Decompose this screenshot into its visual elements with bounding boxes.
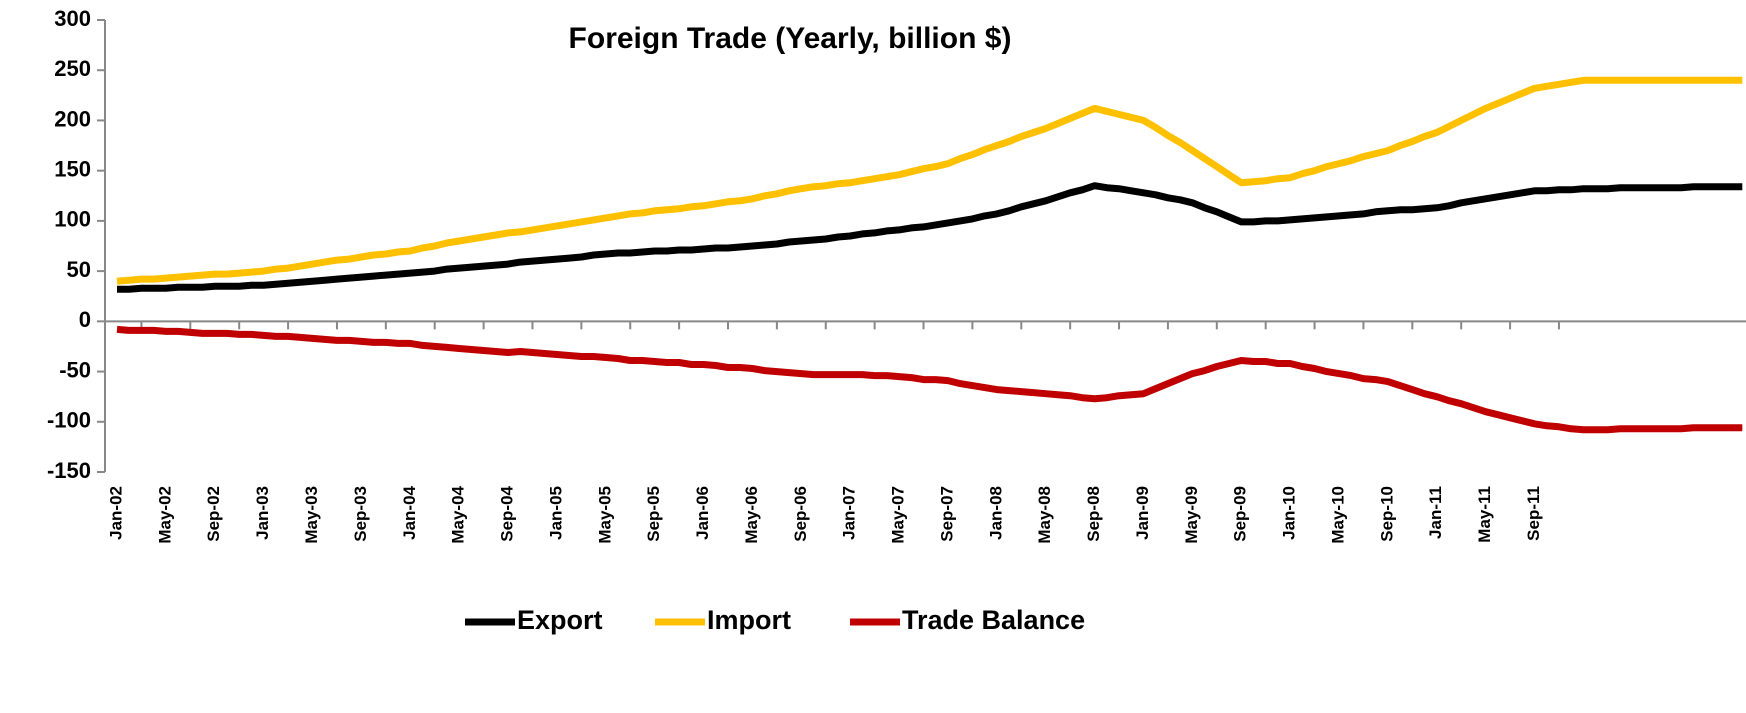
x-tick-label: May-10 xyxy=(1328,486,1347,544)
x-tick-label: May-09 xyxy=(1182,486,1201,544)
x-tick-label: Jan-04 xyxy=(400,485,419,539)
x-tick-label: Sep-10 xyxy=(1377,486,1396,542)
x-tick-label: Jan-08 xyxy=(986,486,1005,540)
y-tick-label: 50 xyxy=(67,257,91,282)
x-tick-label: Jan-09 xyxy=(1133,486,1152,540)
x-tick-label: May-05 xyxy=(595,486,614,544)
x-tick-label: Sep-03 xyxy=(351,486,370,542)
y-tick-label: -50 xyxy=(59,357,91,382)
x-tick-label: May-11 xyxy=(1475,486,1494,543)
x-tick-label: May-07 xyxy=(889,486,908,544)
x-tick-label: Sep-06 xyxy=(791,486,810,542)
x-tick-label: May-08 xyxy=(1035,486,1054,544)
y-tick-label: 150 xyxy=(54,156,91,181)
x-tick-label: May-02 xyxy=(155,486,174,544)
series-line xyxy=(116,76,1743,285)
y-tick-label: 300 xyxy=(54,6,91,31)
x-tick-label: Jan-02 xyxy=(106,486,125,540)
x-tick-label: Jan-10 xyxy=(1280,486,1299,540)
legend-label: Import xyxy=(707,605,791,635)
x-tick-label: May-03 xyxy=(302,486,321,544)
x-tick-label: Jan-03 xyxy=(253,486,272,540)
x-tick-label: Sep-04 xyxy=(498,485,517,541)
y-tick-label: 250 xyxy=(54,56,91,81)
x-tick-label: Sep-09 xyxy=(1231,486,1250,542)
y-tick-label: 200 xyxy=(54,106,91,131)
x-tick-label: Jan-07 xyxy=(840,486,859,540)
y-tick-label: -150 xyxy=(47,458,91,483)
y-tick-label: -100 xyxy=(47,408,91,433)
x-tick-label: Sep-08 xyxy=(1084,486,1103,542)
x-tick-label: May-06 xyxy=(742,486,761,544)
series-line xyxy=(116,325,1743,434)
x-tick-label: May-04 xyxy=(449,485,468,543)
x-tick-label: Sep-11 xyxy=(1524,486,1543,541)
y-tick-label: 0 xyxy=(79,307,91,332)
x-tick-label: Jan-11 xyxy=(1426,486,1445,539)
series-line xyxy=(117,182,1743,293)
y-tick-label: 100 xyxy=(54,207,91,232)
x-tick-label: Sep-02 xyxy=(204,486,223,542)
x-tick-label: Jan-06 xyxy=(693,486,712,540)
x-tick-label: Sep-07 xyxy=(937,486,956,542)
chart-title: Foreign Trade (Yearly, billion $) xyxy=(569,22,1012,55)
legend-label: Export xyxy=(517,605,603,635)
x-tick-label: Jan-05 xyxy=(546,486,565,540)
x-tick-label: Sep-05 xyxy=(644,486,663,542)
legend-label: Trade Balance xyxy=(902,605,1085,635)
